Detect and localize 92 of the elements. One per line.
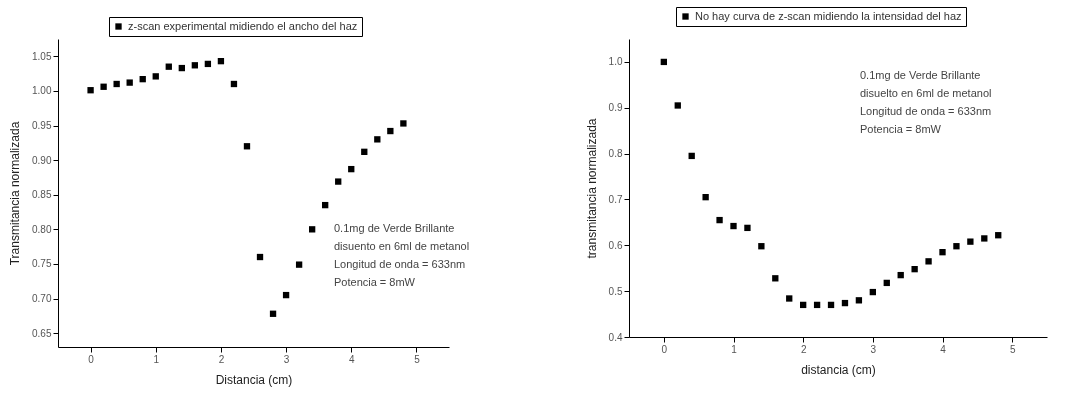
- point: [308, 226, 316, 233]
- y-tick-label: 0.4: [608, 331, 623, 343]
- y-tick-label: 1.05: [32, 50, 52, 62]
- point: [883, 279, 890, 287]
- annotation: disuento en 6ml de metanol: [334, 240, 470, 252]
- point: [730, 222, 737, 230]
- y-tick-label: 0.95: [32, 120, 52, 132]
- point: [322, 201, 329, 209]
- y-tick-label: 0.75: [32, 258, 52, 270]
- point: [230, 80, 238, 88]
- y-tick-label: 0.7: [608, 193, 623, 205]
- y-tick-label: 0.9: [608, 102, 623, 114]
- point: [374, 136, 381, 143]
- x-tick-label: 5: [1009, 343, 1016, 355]
- point: [841, 299, 849, 307]
- point: [660, 58, 667, 66]
- annotation: disuelto en 6ml de metanol: [860, 87, 992, 99]
- x-tick-label: 5: [414, 353, 421, 365]
- x-tick-label: 2: [218, 353, 225, 365]
- point: [967, 238, 974, 245]
- point: [995, 232, 1002, 239]
- x-axis-title: Distancia (cm): [215, 372, 293, 387]
- point: [716, 216, 723, 224]
- point: [100, 83, 107, 90]
- point: [400, 120, 407, 127]
- point: [87, 87, 94, 94]
- point: [152, 73, 159, 80]
- point: [911, 265, 918, 273]
- point: [827, 301, 835, 309]
- point: [217, 57, 225, 65]
- x-tick-label: 1: [153, 353, 160, 365]
- x-tick-label: 1: [731, 343, 738, 355]
- point: [758, 243, 765, 250]
- point: [361, 148, 368, 155]
- x-axis-title: distancia (cm): [801, 362, 876, 377]
- point: [139, 75, 146, 83]
- legend-label: No hay curva de z-scan midiendo la intensidad del haz: [695, 9, 962, 22]
- point: [897, 271, 904, 279]
- annotation: Longitud de onda = 633nm: [860, 105, 992, 117]
- point: [178, 64, 185, 72]
- y-axis-title: Transmitancia normalizada: [8, 121, 23, 266]
- y-tick-label: 0.90: [32, 154, 52, 166]
- annotation: 0.1mg de Verde Brillante: [334, 222, 455, 234]
- point: [348, 165, 355, 173]
- x-tick-label: 2: [800, 343, 807, 355]
- point: [269, 310, 277, 317]
- y-tick-label: 1.00: [32, 85, 52, 97]
- point: [869, 288, 876, 296]
- point: [688, 152, 695, 160]
- point: [702, 194, 709, 201]
- y-tick-label: 0.70: [32, 293, 52, 305]
- y-tick-label: 0.8: [608, 148, 623, 160]
- point: [953, 243, 960, 250]
- point: [786, 295, 793, 302]
- point: [282, 291, 290, 299]
- y-tick-label: 0.5: [608, 285, 623, 297]
- point: [243, 143, 251, 150]
- y-tick-label: 0.80: [32, 223, 52, 235]
- x-tick-label: 0: [661, 343, 668, 355]
- annotation: Potencia = 8mW: [334, 276, 416, 288]
- y-axis-title: transmitancia normalizada: [584, 118, 599, 259]
- point: [191, 62, 199, 69]
- point: [204, 60, 212, 68]
- x-tick-label: 3: [870, 343, 877, 355]
- point: [674, 102, 681, 109]
- legend-label: z-scan experimental midiendo el ancho del haz: [128, 19, 358, 32]
- point: [335, 178, 342, 185]
- point: [126, 79, 133, 86]
- point: [772, 275, 779, 282]
- point: [800, 301, 807, 309]
- y-tick-label: 0.65: [32, 327, 52, 339]
- x-tick-label: 3: [283, 353, 290, 365]
- point: [925, 258, 932, 265]
- point: [256, 253, 264, 261]
- point: [981, 235, 988, 242]
- point: [387, 127, 394, 135]
- point: [113, 80, 120, 88]
- x-tick-label: 0: [88, 353, 95, 365]
- annotation: Longitud de onda = 633nm: [334, 258, 466, 270]
- y-tick-label: 1.0: [608, 56, 623, 68]
- point: [813, 301, 821, 309]
- annotation: Potencia = 8mW: [860, 123, 942, 135]
- point: [855, 297, 863, 304]
- point: [939, 249, 946, 256]
- x-tick-label: 4: [940, 343, 947, 355]
- y-tick-label: 0.85: [32, 189, 52, 201]
- annotation: 0.1mg de Verde Brillante: [860, 69, 981, 81]
- point: [744, 224, 751, 232]
- point: [165, 63, 172, 70]
- point: [295, 261, 303, 268]
- y-tick-label: 0.6: [608, 239, 623, 251]
- x-tick-label: 4: [348, 353, 355, 365]
